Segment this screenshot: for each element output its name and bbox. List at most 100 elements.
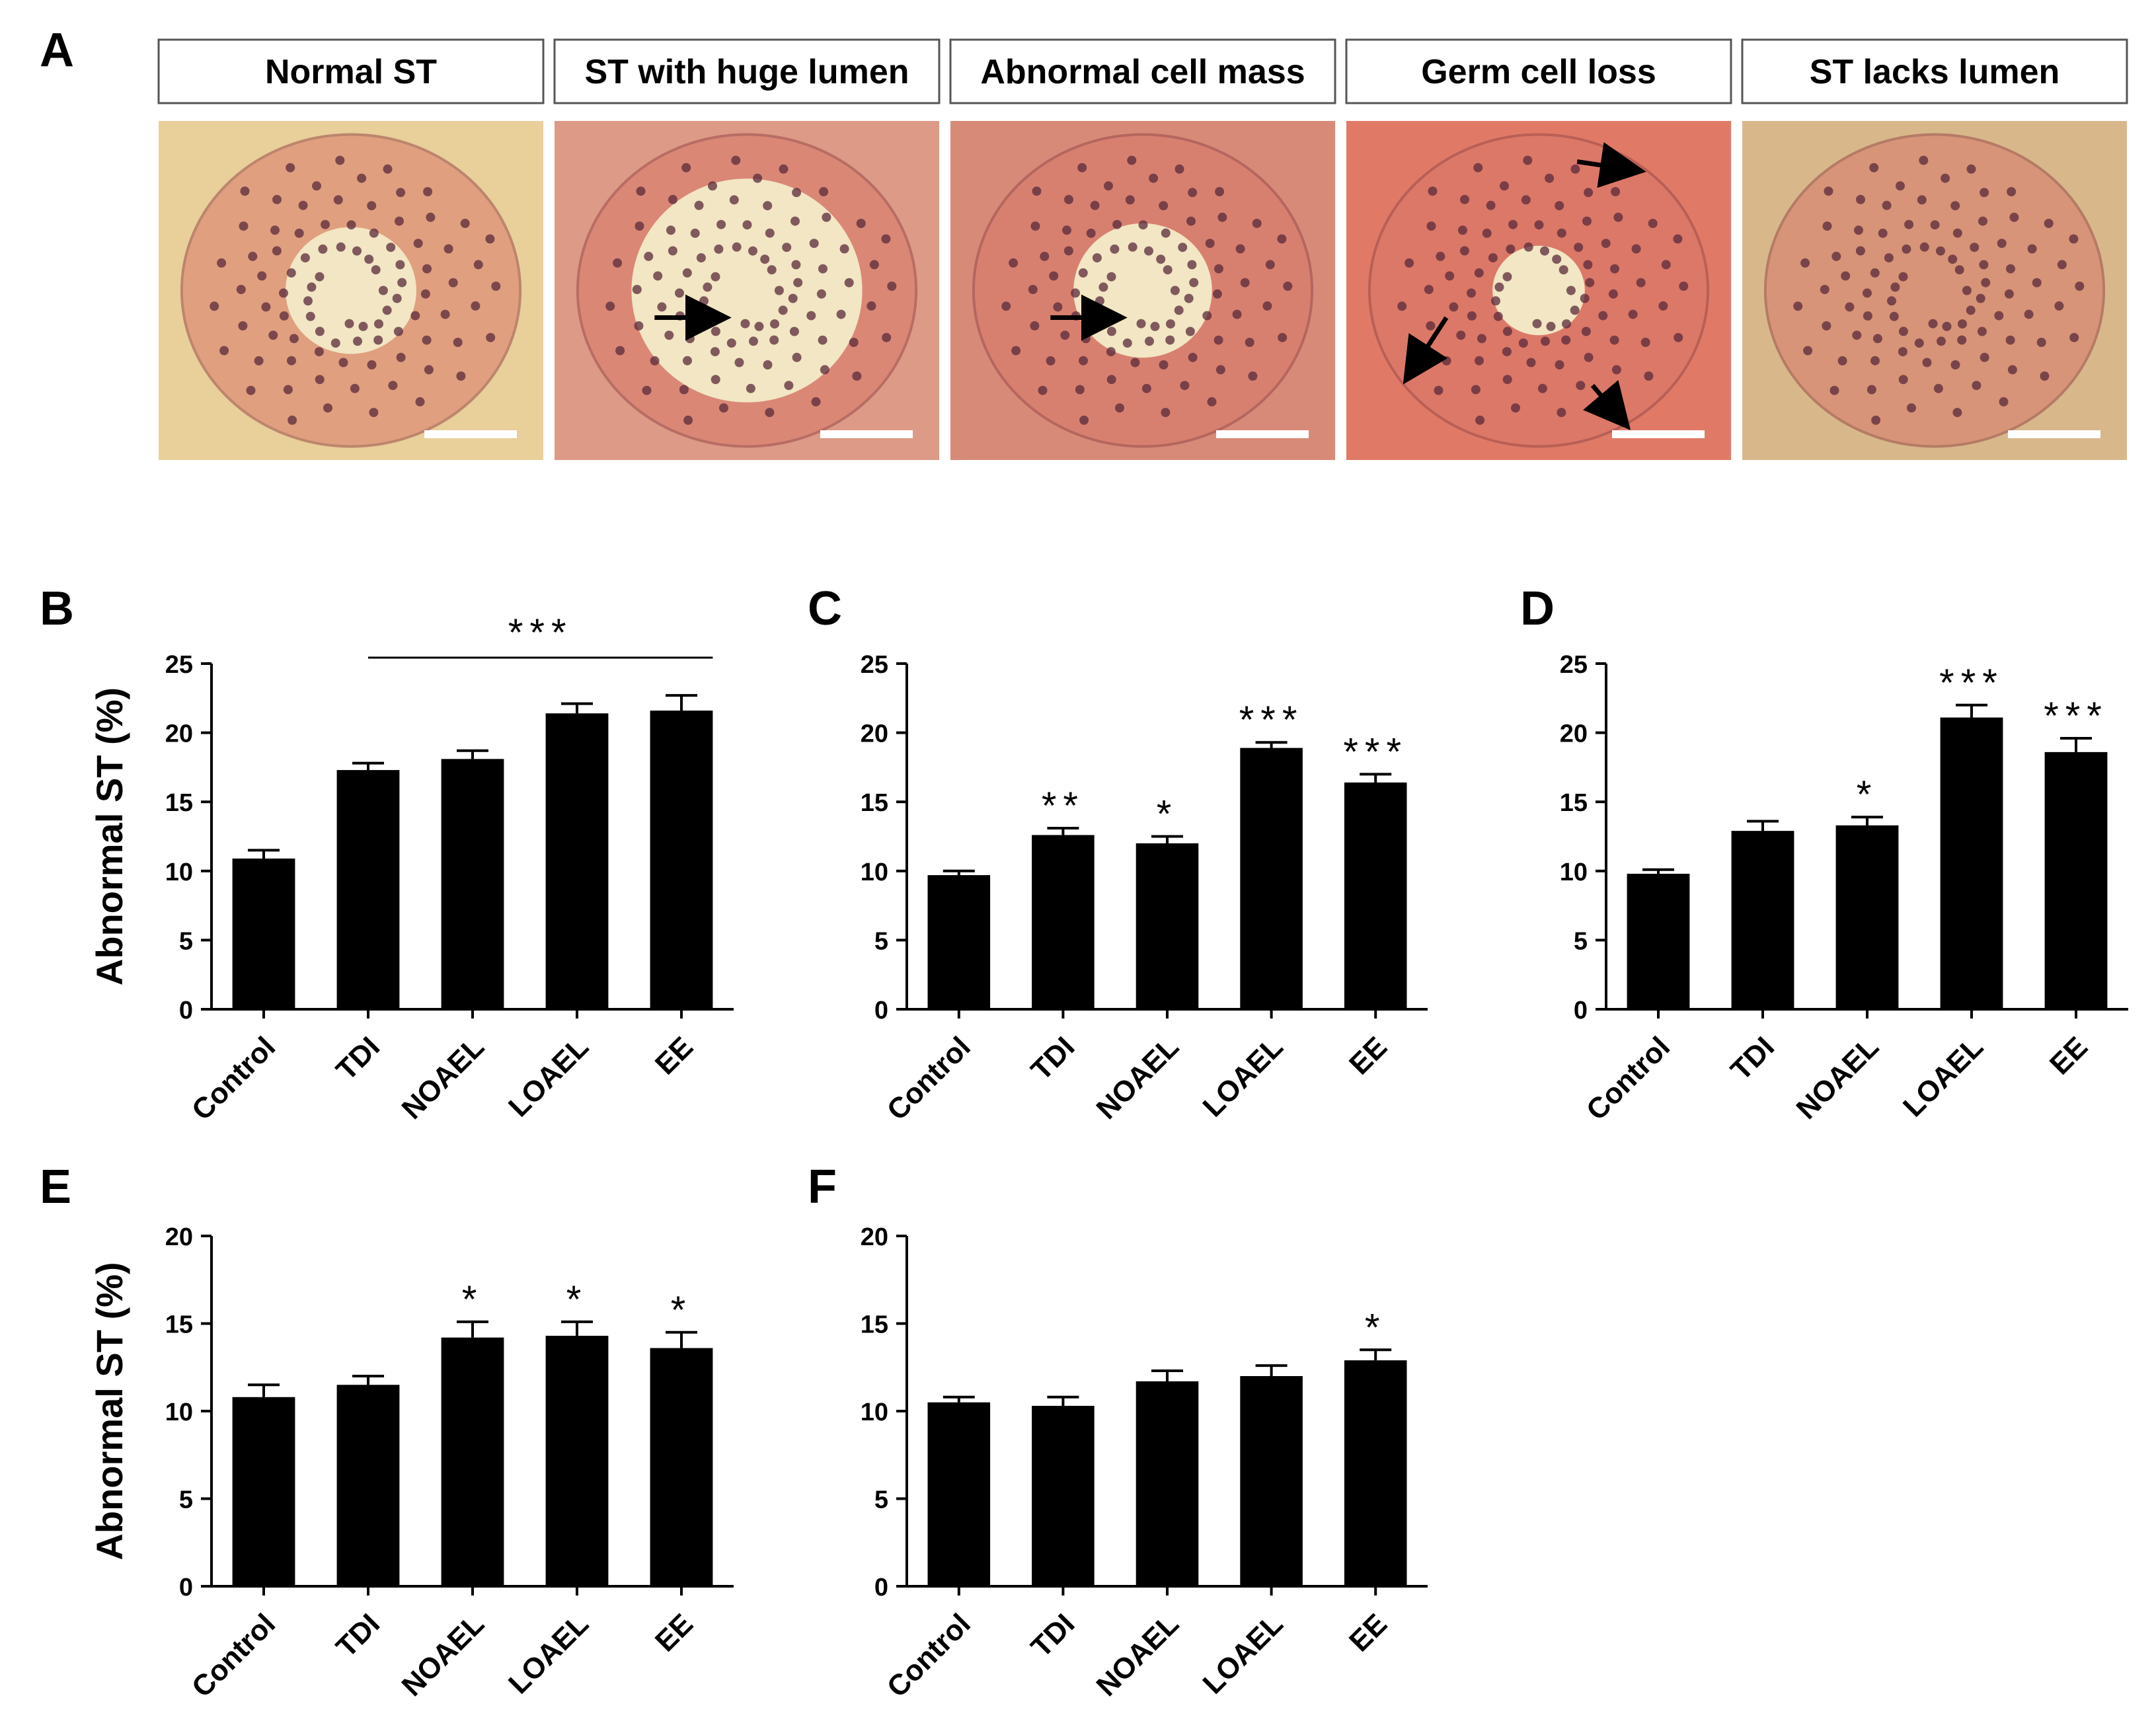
- cell-nucleus: [2024, 309, 2034, 319]
- cell-nucleus: [1011, 346, 1021, 356]
- cell-nucleus: [1161, 228, 1171, 238]
- cell-nucleus: [770, 319, 779, 329]
- cell-nucleus: [386, 243, 396, 252]
- cell-nucleus: [1163, 265, 1173, 275]
- arrow-icon: [1576, 142, 1646, 188]
- cell-nucleus: [734, 358, 744, 367]
- tubule-lumen: [286, 227, 416, 354]
- cell-nucleus: [632, 285, 642, 294]
- bar: [232, 1397, 295, 1586]
- significance-label: ***: [1343, 730, 1408, 773]
- x-tick-label: TDI: [330, 1030, 386, 1087]
- cell-nucleus: [1508, 219, 1518, 229]
- cell-nucleus: [1976, 293, 1985, 303]
- cell-nucleus: [1215, 365, 1225, 375]
- cell-nucleus: [1822, 221, 1832, 231]
- cell-nucleus: [1426, 321, 1436, 330]
- cell-nucleus: [1078, 268, 1088, 278]
- cell-nucleus: [288, 415, 297, 425]
- cell-nucleus: [1555, 201, 1564, 211]
- cell-nucleus: [839, 244, 849, 254]
- cell-nucleus: [1841, 271, 1851, 281]
- panel-letter: D: [1520, 582, 1555, 635]
- x-tick-label: LOAEL: [502, 1607, 595, 1700]
- cell-nucleus: [699, 296, 709, 306]
- cell-nucleus: [1030, 221, 1040, 231]
- cell-nucleus: [1570, 164, 1580, 174]
- cell-nucleus: [1631, 244, 1641, 254]
- cell-nucleus: [1521, 195, 1531, 205]
- cell-nucleus: [1561, 335, 1571, 345]
- cell-nucleus: [1613, 212, 1623, 222]
- cell-nucleus: [388, 381, 398, 391]
- cell-nucleus: [1506, 244, 1516, 254]
- cell-nucleus: [2007, 187, 2017, 196]
- cell-nucleus: [2036, 338, 2046, 347]
- cell-nucleus: [318, 244, 328, 254]
- micrograph-label: ST with huge lumen: [584, 53, 909, 91]
- cell-nucleus: [1062, 225, 1071, 235]
- cell-nucleus: [1180, 381, 1190, 391]
- cell-nucleus: [1397, 301, 1407, 311]
- bar: [1835, 825, 1899, 1009]
- cell-nucleus: [300, 253, 310, 263]
- cell-nucleus: [335, 155, 345, 165]
- x-tick-label: Control: [881, 1030, 977, 1126]
- cell-nucleus: [2040, 371, 2050, 381]
- cell-nucleus: [1580, 293, 1590, 303]
- cell-nucleus: [765, 408, 775, 418]
- cell-nucleus: [634, 321, 644, 330]
- cell-nucleus: [1914, 338, 1924, 348]
- chart-c: C 0 5 10 15 20 25 Control ** TDI * NOAEL *** LOAEL ***…: [808, 582, 1428, 1127]
- significance-label: *: [1157, 793, 1178, 836]
- cell-nucleus: [881, 234, 891, 244]
- cell-nucleus: [778, 305, 788, 315]
- cell-nucleus: [650, 356, 660, 365]
- x-tick-label: EE: [1343, 1030, 1393, 1081]
- cell-nucleus: [1125, 195, 1135, 205]
- cell-nucleus: [1445, 271, 1455, 281]
- x-tick-label: NOAEL: [1790, 1030, 1886, 1126]
- cell-nucleus: [268, 330, 278, 340]
- cell-nucleus: [1966, 305, 1976, 315]
- cell-nucleus: [1030, 321, 1040, 330]
- cell-nucleus: [763, 201, 773, 211]
- cell-nucleus: [784, 381, 794, 391]
- y-tick-label: 10: [165, 859, 193, 886]
- cell-nucleus: [246, 385, 256, 395]
- cell-nucleus: [1978, 216, 1987, 226]
- scale-bar: [1216, 430, 1309, 438]
- cell-nucleus: [792, 188, 802, 198]
- cell-nucleus: [1482, 228, 1492, 238]
- cell-nucleus: [1526, 358, 1536, 367]
- cell-nucleus: [336, 242, 346, 252]
- cell-nucleus: [690, 228, 700, 238]
- bar: [1240, 748, 1303, 1009]
- cell-nucleus: [1863, 288, 1872, 298]
- cell-nucleus: [1449, 302, 1459, 312]
- cell-nucleus: [1977, 327, 1987, 336]
- cell-nucleus: [635, 221, 644, 231]
- cell-nucleus: [1523, 242, 1533, 252]
- cell-nucleus: [1870, 356, 1880, 365]
- cell-nucleus: [298, 200, 308, 210]
- cell-nucleus: [740, 319, 750, 328]
- cell-nucleus: [711, 272, 720, 282]
- cell-nucleus: [1518, 338, 1528, 348]
- cell-nucleus: [1112, 219, 1122, 229]
- cell-nucleus: [836, 309, 846, 319]
- cell-nucleus: [1149, 173, 1159, 183]
- cell-nucleus: [1981, 278, 1991, 288]
- cell-nucleus: [294, 228, 304, 238]
- bar: [1627, 873, 1690, 1009]
- cell-nucleus: [866, 301, 876, 311]
- cell-nucleus: [369, 228, 379, 238]
- cell-nucleus: [1609, 335, 1619, 345]
- cell-nucleus: [788, 293, 798, 303]
- cell-nucleus: [746, 383, 755, 393]
- cell-nucleus: [1493, 311, 1503, 321]
- cell-nucleus: [1576, 381, 1586, 391]
- cell-nucleus: [1156, 254, 1166, 264]
- cell-nucleus: [1855, 246, 1865, 256]
- bar: [650, 711, 713, 1009]
